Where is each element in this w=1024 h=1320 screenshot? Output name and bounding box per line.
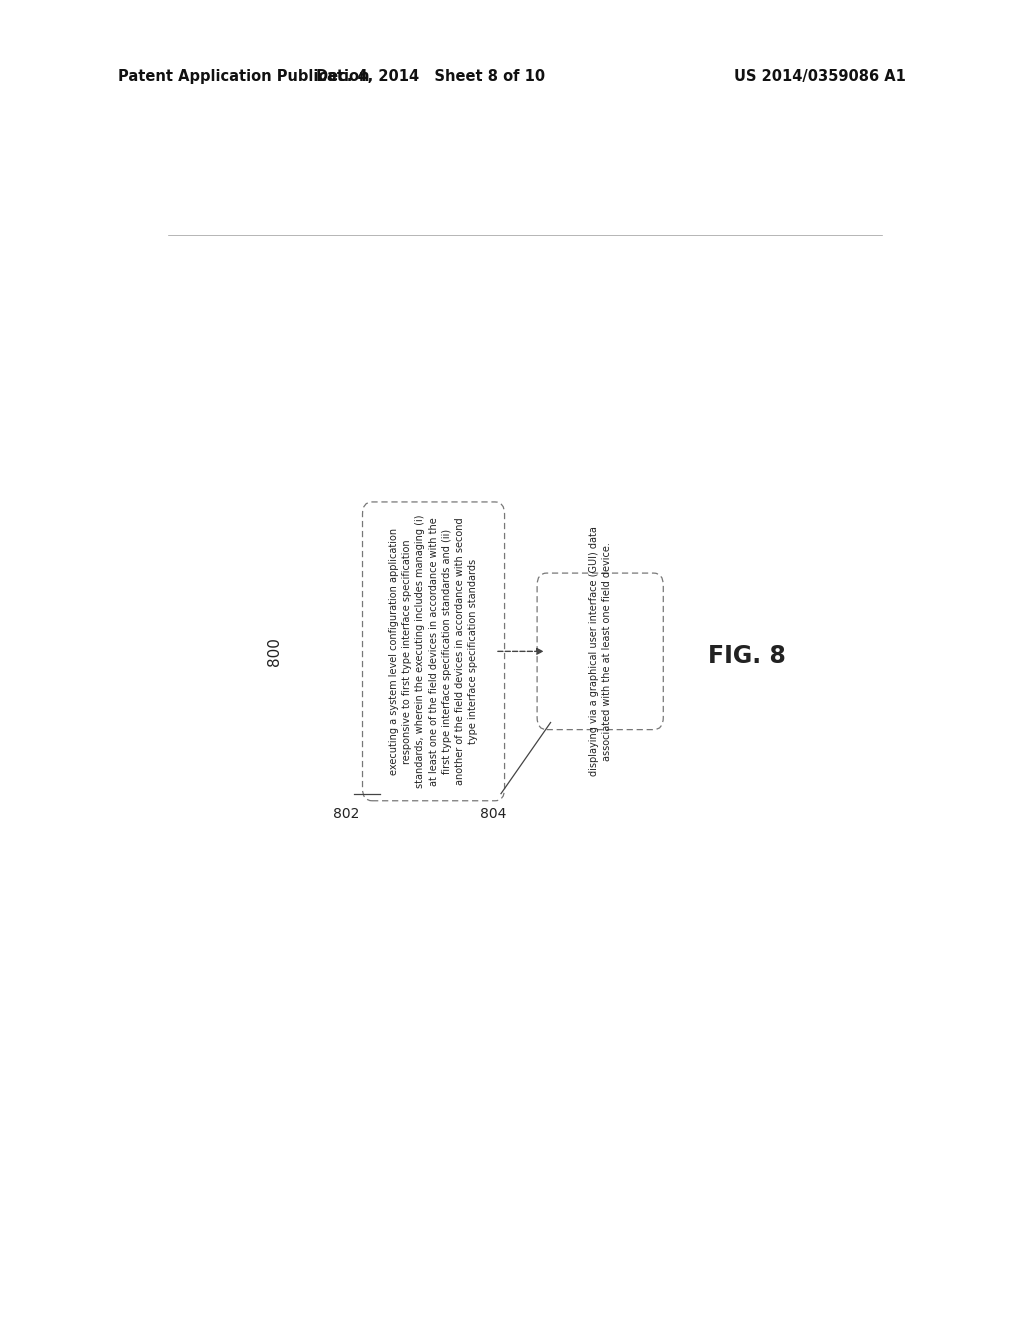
Text: US 2014/0359086 A1: US 2014/0359086 A1 [734, 69, 906, 84]
Text: Patent Application Publication: Patent Application Publication [118, 69, 370, 84]
Text: displaying via a graphical user interface (GUI) data
associated with the at leas: displaying via a graphical user interfac… [589, 527, 611, 776]
Text: FIG. 8: FIG. 8 [708, 644, 786, 668]
Text: executing a system level configuration application
responsive to first type inte: executing a system level configuration a… [389, 515, 478, 788]
Text: 800: 800 [267, 638, 283, 665]
Text: 802: 802 [333, 807, 359, 821]
FancyBboxPatch shape [538, 573, 664, 730]
FancyBboxPatch shape [362, 502, 505, 801]
Text: 804: 804 [480, 807, 506, 821]
Text: Dec. 4, 2014   Sheet 8 of 10: Dec. 4, 2014 Sheet 8 of 10 [315, 69, 545, 84]
